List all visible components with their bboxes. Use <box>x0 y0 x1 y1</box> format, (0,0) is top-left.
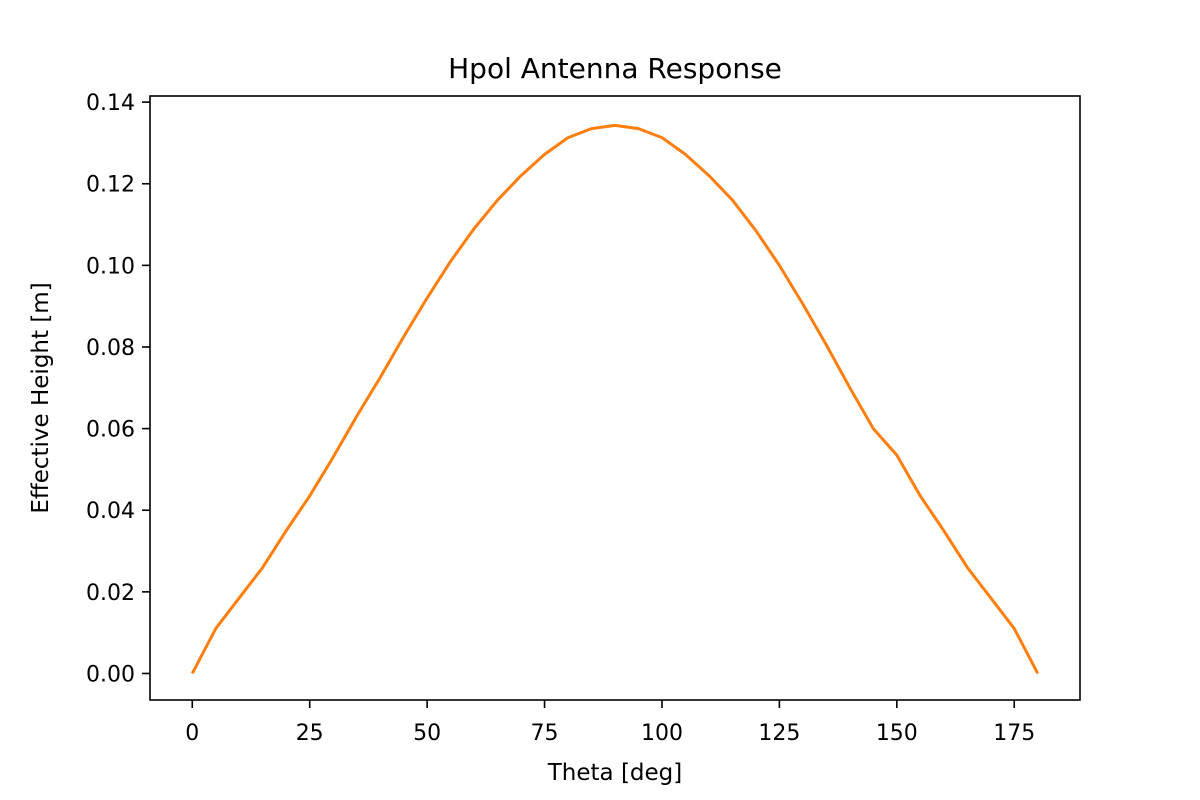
x-axis-label: Theta [deg] <box>547 760 683 786</box>
y-tick-label: 0.12 <box>86 173 135 198</box>
y-axis-label: Effective Height [m] <box>28 282 54 513</box>
x-tick-label: 175 <box>993 721 1035 746</box>
y-axis-ticks: 0.00 0.02 0.04 0.06 0.08 0.10 0.12 0.14 <box>86 91 150 687</box>
x-axis-ticks: 0 25 50 75 100 125 150 175 <box>185 700 1035 746</box>
y-tick-label: 0.06 <box>86 418 135 443</box>
y-tick-label: 0.10 <box>86 254 135 279</box>
y-tick-label: 0.02 <box>86 581 135 606</box>
x-tick-label: 150 <box>876 721 918 746</box>
y-tick-label: 0.00 <box>86 662 135 687</box>
x-tick-label: 0 <box>185 721 199 746</box>
axes-frame <box>149 95 1081 701</box>
y-tick-label: 0.08 <box>86 336 135 361</box>
series-group <box>190 123 1040 675</box>
y-tick-label: 0.14 <box>86 91 135 116</box>
x-tick-label: 75 <box>531 721 559 746</box>
x-tick-label: 25 <box>296 721 324 746</box>
x-tick-label: 100 <box>641 721 683 746</box>
x-tick-label: 50 <box>413 721 441 746</box>
y-tick-label: 0.04 <box>86 499 135 524</box>
chart-title: Hpol Antenna Response <box>448 52 782 85</box>
series-line <box>190 123 1040 675</box>
x-tick-label: 125 <box>758 721 800 746</box>
